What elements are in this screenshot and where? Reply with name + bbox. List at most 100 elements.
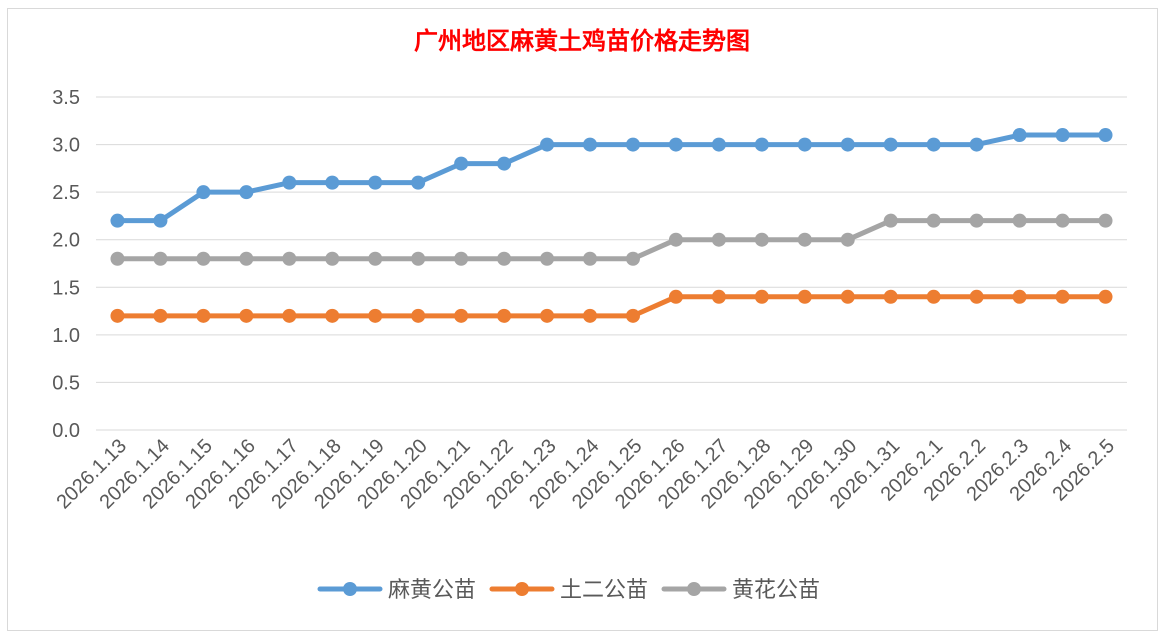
data-point [1098, 289, 1113, 304]
data-point [110, 308, 125, 323]
y-tick-label: 3.5 [52, 87, 80, 109]
series-1 [110, 128, 1113, 228]
data-point [368, 308, 383, 323]
data-point [454, 251, 469, 266]
data-point [625, 251, 640, 266]
data-point [411, 175, 426, 190]
data-point [368, 175, 383, 190]
data-point [497, 251, 512, 266]
data-point [883, 289, 898, 304]
data-point [625, 308, 640, 323]
data-point [153, 213, 168, 228]
data-point [1012, 128, 1027, 143]
data-point [711, 137, 726, 152]
data-point [540, 137, 555, 152]
series-2 [110, 289, 1113, 323]
data-point [797, 137, 812, 152]
y-tick-label: 0.0 [52, 420, 80, 442]
data-point [668, 289, 683, 304]
data-point [1012, 289, 1027, 304]
data-point [1055, 289, 1070, 304]
data-point [926, 213, 941, 228]
data-point [282, 308, 297, 323]
data-point [1098, 213, 1113, 228]
data-point [1012, 213, 1027, 228]
data-point [754, 289, 769, 304]
data-point [797, 289, 812, 304]
data-point [153, 251, 168, 266]
data-point [625, 137, 640, 152]
y-tick-label: 0.5 [52, 372, 80, 394]
data-point [239, 185, 254, 200]
data-point [540, 308, 555, 323]
series-line [114, 218, 1109, 262]
legend-item: 黄花公苗 [661, 578, 820, 603]
legend-label: 黄花公苗 [732, 578, 820, 603]
legend-label: 麻黄公苗 [388, 578, 476, 603]
y-tick-label: 1.5 [52, 277, 80, 299]
data-point [196, 251, 211, 266]
data-point [540, 251, 555, 266]
data-point [969, 213, 984, 228]
data-point [969, 137, 984, 152]
legend-item: 麻黄公苗 [317, 578, 476, 603]
data-point [711, 232, 726, 247]
data-point [754, 137, 769, 152]
chart-border [7, 8, 1158, 631]
y-tick-label: 1.0 [52, 325, 80, 347]
data-point [668, 232, 683, 247]
data-point [840, 289, 855, 304]
data-point [1098, 128, 1113, 143]
y-tick-label: 2.5 [52, 182, 80, 204]
data-point [583, 251, 598, 266]
y-tick-label: 2.0 [52, 230, 80, 252]
legend-swatch-marker [343, 582, 357, 596]
data-point [411, 308, 426, 323]
data-point [411, 251, 426, 266]
data-point [883, 213, 898, 228]
data-point [153, 308, 168, 323]
data-point [711, 289, 726, 304]
chart-title: 广州地区麻黄土鸡苗价格走势图 [414, 26, 750, 55]
data-point [497, 308, 512, 323]
data-point [325, 175, 340, 190]
data-point [454, 156, 469, 171]
y-tick-label: 3.0 [52, 135, 80, 157]
data-point [926, 289, 941, 304]
data-point [583, 308, 598, 323]
legend-label: 土二公苗 [560, 578, 648, 603]
data-point [926, 137, 941, 152]
data-point [883, 137, 898, 152]
legend-item: 土二公苗 [489, 578, 648, 603]
series-line [114, 294, 1109, 319]
data-point [282, 175, 297, 190]
series-3 [110, 213, 1113, 266]
data-point [668, 137, 683, 152]
legend: 麻黄公苗 土二公苗 黄花公苗 [317, 578, 820, 603]
data-point [368, 251, 383, 266]
series-line [114, 132, 1109, 224]
data-point [840, 232, 855, 247]
data-point [325, 251, 340, 266]
y-axis-ticks: 0.0 0.5 1.0 1.5 2.0 2.5 3.0 3.5 [52, 87, 80, 442]
data-point [239, 308, 254, 323]
data-point [282, 251, 297, 266]
data-point [840, 137, 855, 152]
data-point [196, 308, 211, 323]
data-point [325, 308, 340, 323]
data-point [1055, 213, 1070, 228]
data-point [797, 232, 812, 247]
series-group [110, 128, 1113, 323]
data-point [196, 185, 211, 200]
data-point [1055, 128, 1070, 143]
legend-swatch-marker [515, 582, 529, 596]
legend-swatch-marker [687, 582, 701, 596]
data-point [110, 251, 125, 266]
data-point [754, 232, 769, 247]
data-point [497, 156, 512, 171]
data-point [239, 251, 254, 266]
data-point [583, 137, 598, 152]
data-point [110, 213, 125, 228]
data-point [969, 289, 984, 304]
